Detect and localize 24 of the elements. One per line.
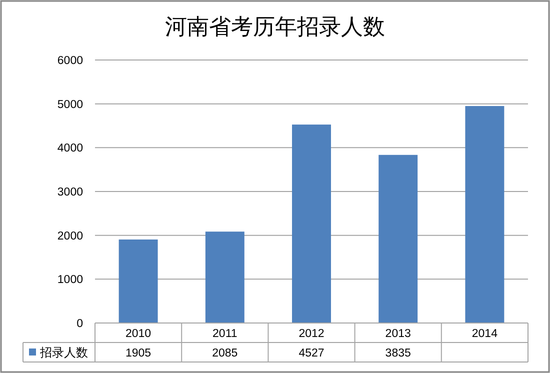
- data-label: 4527: [298, 348, 324, 360]
- title: 河南省考历年招录人数: [165, 14, 385, 39]
- y-tick-label: 6000: [57, 55, 83, 67]
- bar: [378, 154, 418, 323]
- data-label: 3835: [385, 348, 411, 360]
- bar: [205, 232, 244, 323]
- y-tick-label: 0: [76, 318, 83, 330]
- legend: 招录人数: [29, 346, 88, 360]
- legend-label: 招录人数: [39, 346, 88, 360]
- x-tick-label: 2014: [472, 328, 498, 340]
- data-label: 2085: [212, 348, 238, 360]
- x-tick-label: 2010: [126, 328, 152, 340]
- y-tick-label: 5000: [57, 98, 83, 111]
- bar: [292, 124, 331, 323]
- bar: [465, 106, 504, 323]
- y-tick-label: 2000: [57, 230, 83, 242]
- y-tick-label: 1000: [57, 274, 83, 286]
- y-tick-label: 4000: [57, 142, 83, 155]
- x-tick-label: 2012: [298, 328, 324, 340]
- x-tick-label: 2013: [385, 328, 411, 340]
- x-tick-label: 2011: [212, 328, 238, 340]
- bar: [118, 239, 158, 323]
- data-label: 1905: [126, 348, 152, 360]
- y-tick-label: 3000: [57, 186, 83, 198]
